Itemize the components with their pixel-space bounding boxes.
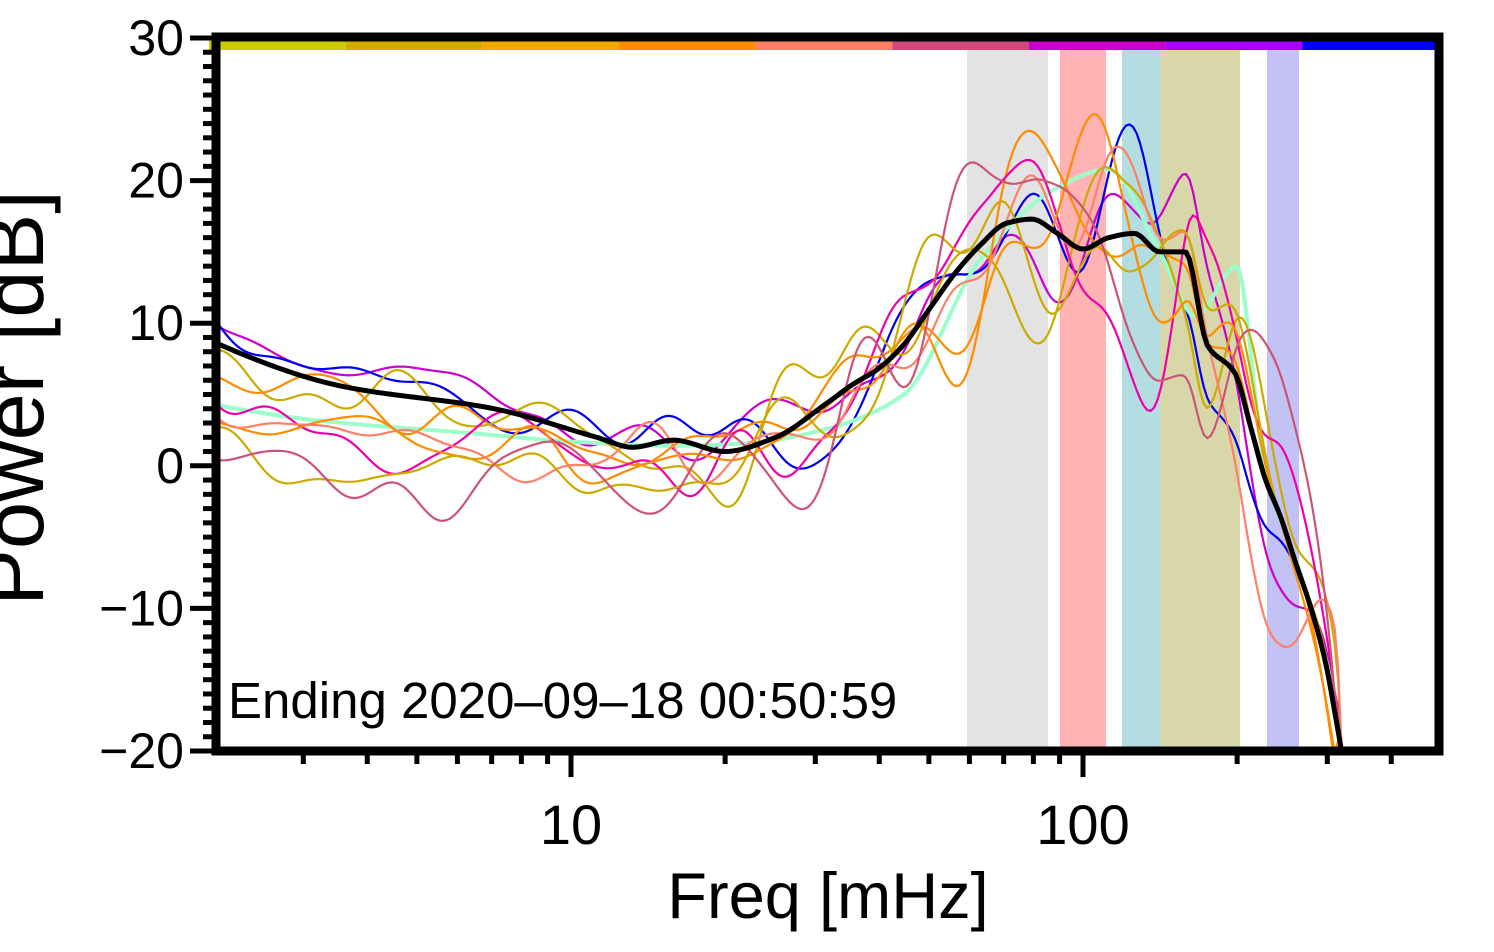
svg-text:30: 30 (128, 10, 184, 66)
svg-text:0: 0 (156, 438, 184, 494)
svg-text:Power [dB]: Power [dB] (0, 190, 62, 606)
svg-text:−20: −20 (99, 723, 184, 779)
svg-text:20: 20 (128, 153, 184, 209)
svg-text:−10: −10 (99, 580, 184, 636)
svg-text:100: 100 (1036, 793, 1129, 856)
svg-text:Freq [mHz]: Freq [mHz] (667, 859, 988, 932)
svg-text:10: 10 (540, 793, 602, 856)
svg-text:10: 10 (128, 295, 184, 351)
svg-text:Ending 2020–09–18 00:50:59: Ending 2020–09–18 00:50:59 (228, 672, 897, 729)
